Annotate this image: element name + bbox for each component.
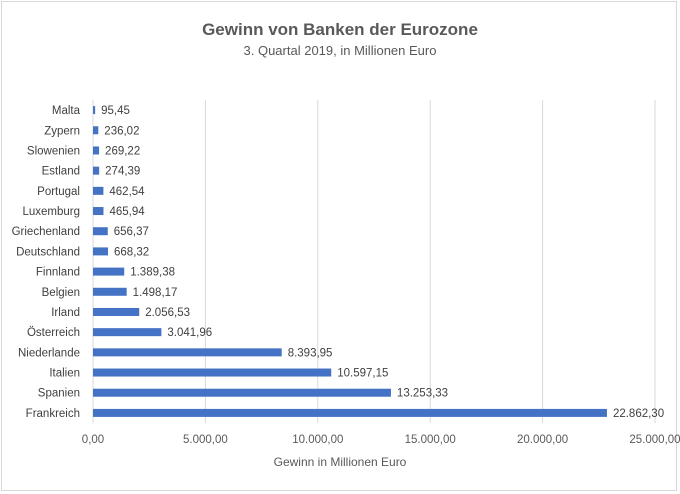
x-tick-label: 5.000,00 [183, 434, 228, 446]
category-label: Belgien [42, 287, 80, 299]
data-label: 274,39 [105, 166, 140, 178]
bar [93, 408, 607, 417]
chart-subtitle: 3. Quartal 2019, in Millionen Euro [244, 43, 437, 58]
category-label: Finnland [36, 267, 80, 279]
labels: 0,00 5.000,00 10.000,00 15.000,00 20.000,00 2… [12, 105, 680, 446]
data-label: 8.393,95 [288, 347, 333, 359]
category-label: Slowenien [27, 145, 80, 157]
category-label: Portugal [37, 186, 80, 198]
bar [93, 328, 162, 337]
x-tick-label: 10.000,00 [292, 434, 343, 446]
bar [93, 227, 108, 236]
data-label: 22.862,30 [613, 408, 664, 420]
category-label: Luxemburg [22, 206, 80, 218]
bar [93, 126, 99, 135]
bar [93, 106, 96, 115]
data-label: 3.041,96 [167, 327, 212, 339]
category-label: Spanien [38, 388, 80, 400]
category-label: Zypern [44, 125, 80, 137]
data-label: 465,94 [109, 206, 145, 218]
bar [93, 267, 125, 276]
category-label: Deutschland [16, 246, 80, 258]
bar [93, 247, 109, 256]
bar [93, 368, 332, 377]
x-tick-label: 20.000,00 [517, 434, 568, 446]
data-label: 668,32 [114, 246, 149, 258]
bar [93, 348, 282, 357]
x-tick-label: 0,00 [82, 434, 104, 446]
category-label: Italien [49, 368, 80, 380]
category-label: Griechenland [12, 226, 80, 238]
category-label: Österreich [27, 327, 80, 339]
data-label: 95,45 [101, 105, 130, 117]
data-label: 1.389,38 [130, 267, 175, 279]
category-label: Estland [42, 166, 80, 178]
data-label: 269,22 [105, 145, 140, 157]
data-label: 10.597,15 [337, 368, 388, 380]
data-label: 462,54 [109, 186, 145, 198]
bar [93, 146, 100, 155]
category-label: Niederlande [18, 347, 80, 359]
chart-title: Gewinn von Banken der Eurozone [202, 20, 478, 39]
data-label: 1.498,17 [133, 287, 178, 299]
category-label: Frankreich [26, 408, 80, 420]
data-label: 2.056,53 [145, 307, 190, 319]
x-axis-title: Gewinn in Millionen Euro [274, 455, 407, 469]
bar [93, 287, 127, 296]
x-tick-label: 15.000,00 [405, 434, 456, 446]
data-label: 13.253,33 [397, 388, 448, 400]
data-label: 656,37 [114, 226, 149, 238]
bar [93, 166, 100, 175]
bar [93, 307, 140, 316]
bar [93, 207, 104, 216]
category-label: Malta [52, 105, 81, 117]
bar [93, 388, 391, 397]
bars [93, 106, 607, 417]
category-label: Irland [51, 307, 80, 319]
x-tick-label: 25.000,00 [629, 434, 680, 446]
bar [93, 186, 104, 195]
data-label: 236,02 [104, 125, 139, 137]
